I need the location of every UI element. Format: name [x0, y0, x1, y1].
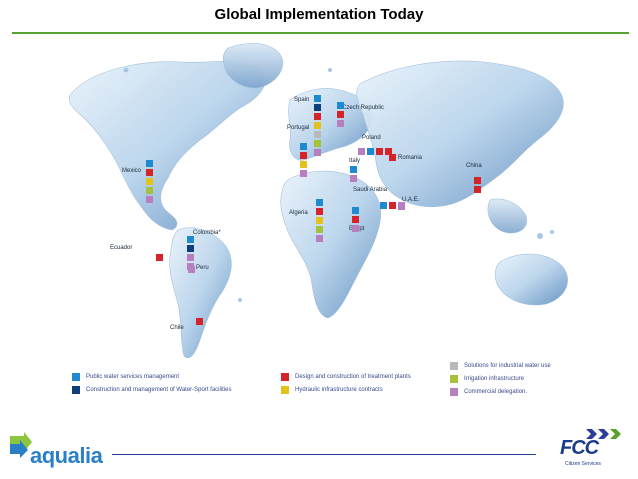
marker-commercial — [187, 254, 194, 261]
marker-commercial — [398, 203, 405, 210]
marker-public-water — [337, 102, 344, 109]
title-divider — [12, 32, 629, 34]
fcc-arrow-icon — [586, 429, 597, 439]
legend-swatch-hydraulic — [281, 386, 289, 394]
marker-design-treatment — [316, 208, 323, 215]
fcc-logo-arrows — [586, 429, 621, 439]
legend-swatch-irrigation — [450, 375, 458, 383]
legend-label-public-water: Public water services management — [86, 374, 180, 380]
page-title: Global Implementation Today — [214, 6, 424, 23]
marker-public-water — [187, 236, 194, 243]
marker-design-treatment — [389, 202, 396, 209]
marker-public-water — [300, 143, 307, 150]
marker-design-treatment — [352, 216, 359, 223]
marker-commercial — [352, 225, 359, 232]
country-label-colombia-: Colombia* — [193, 230, 221, 236]
continent-africa — [280, 170, 382, 319]
marker-commercial — [358, 148, 365, 155]
marker-hydraulic — [314, 122, 321, 129]
continent-se-asia — [487, 198, 528, 234]
marker-irrigation — [316, 226, 323, 233]
continent-north-america — [68, 61, 266, 231]
marker-design-treatment — [385, 148, 392, 155]
marker-design-treatment — [300, 152, 307, 159]
marker-commercial — [350, 175, 357, 182]
country-label-romania: Romania — [398, 155, 423, 161]
country-label-chile: Chile — [170, 325, 184, 331]
country-label-ecuador: Ecuador — [110, 245, 133, 251]
legend-label-commercial: Commercial delegation. — [464, 389, 528, 395]
legend-label-construction-sport: Construction and management of Water-Spo… — [86, 387, 232, 393]
continent-asia — [356, 60, 564, 208]
aqualia-wordmark: aqualia — [30, 443, 103, 468]
continent-australia — [494, 253, 568, 306]
continent-greenland — [222, 43, 283, 89]
marker-design-treatment — [474, 186, 481, 193]
marker-commercial — [146, 196, 153, 203]
marker-public-water — [350, 166, 357, 173]
marker-hydraulic — [300, 161, 307, 168]
legend-label-hydraulic: Hydraulic infrastructure contracts — [295, 387, 383, 393]
fcc-tagline: Citizen Services — [565, 461, 601, 467]
footer-divider — [112, 454, 536, 455]
marker-commercial — [188, 266, 195, 273]
legend-label-irrigation: Irrigation infrastructure — [464, 376, 525, 382]
marker-public-water — [367, 148, 374, 155]
marker-design-treatment — [314, 113, 321, 120]
country-label-china: China — [466, 163, 482, 169]
aqualia-logo — [10, 432, 32, 458]
marker-design-treatment — [389, 154, 396, 161]
marker-design-treatment — [156, 254, 163, 261]
continent-europe — [288, 88, 373, 161]
marker-irrigation — [314, 140, 321, 147]
legend-swatch-construction-sport — [72, 386, 80, 394]
marker-commercial — [314, 149, 321, 156]
marker-hydraulic — [316, 217, 323, 224]
country-label-peru: Peru — [196, 265, 209, 271]
marker-public-water — [380, 202, 387, 209]
marker-industrial — [314, 131, 321, 138]
legend-label-design-treatment: Design and construction of treatment pla… — [295, 374, 411, 380]
fcc-wordmark: FCC — [560, 437, 599, 459]
country-label-saudi-arabia: Saudi Arabia — [353, 187, 388, 193]
legend-swatch-design-treatment — [281, 373, 289, 381]
marker-design-treatment — [196, 318, 203, 325]
country-label-algeria: Algeria — [289, 210, 308, 216]
country-label-portugal: Portugal — [287, 125, 310, 131]
marker-hydraulic — [146, 178, 153, 185]
marker-commercial — [337, 120, 344, 127]
legend-swatch-commercial — [450, 388, 458, 396]
continent-south-america — [169, 227, 232, 359]
marker-commercial — [300, 170, 307, 177]
country-label-u-a-e-: U.A.E. — [402, 197, 420, 203]
marker-construction-sport — [314, 104, 321, 111]
legend-swatch-public-water — [72, 373, 80, 381]
marker-public-water — [146, 160, 153, 167]
marker-design-treatment — [376, 148, 383, 155]
marker-irrigation — [146, 187, 153, 194]
marker-commercial — [316, 235, 323, 242]
country-label-poland: Poland — [362, 135, 381, 141]
marker-public-water — [314, 95, 321, 102]
country-label-spain: Spain — [294, 97, 310, 103]
marker-design-treatment — [337, 111, 344, 118]
marker-design-treatment — [146, 169, 153, 176]
marker-public-water — [352, 207, 359, 214]
marker-public-water — [316, 199, 323, 206]
legend-swatch-industrial — [450, 362, 458, 370]
marker-design-treatment — [474, 177, 481, 184]
legend-label-industrial: Solutions for industrial water use — [464, 363, 551, 369]
marker-construction-sport — [187, 245, 194, 252]
country-label-czech-republic: Czech Republic — [342, 105, 385, 111]
country-label-mexico: Mexico — [122, 168, 142, 174]
country-label-italy: Italy — [349, 158, 361, 164]
